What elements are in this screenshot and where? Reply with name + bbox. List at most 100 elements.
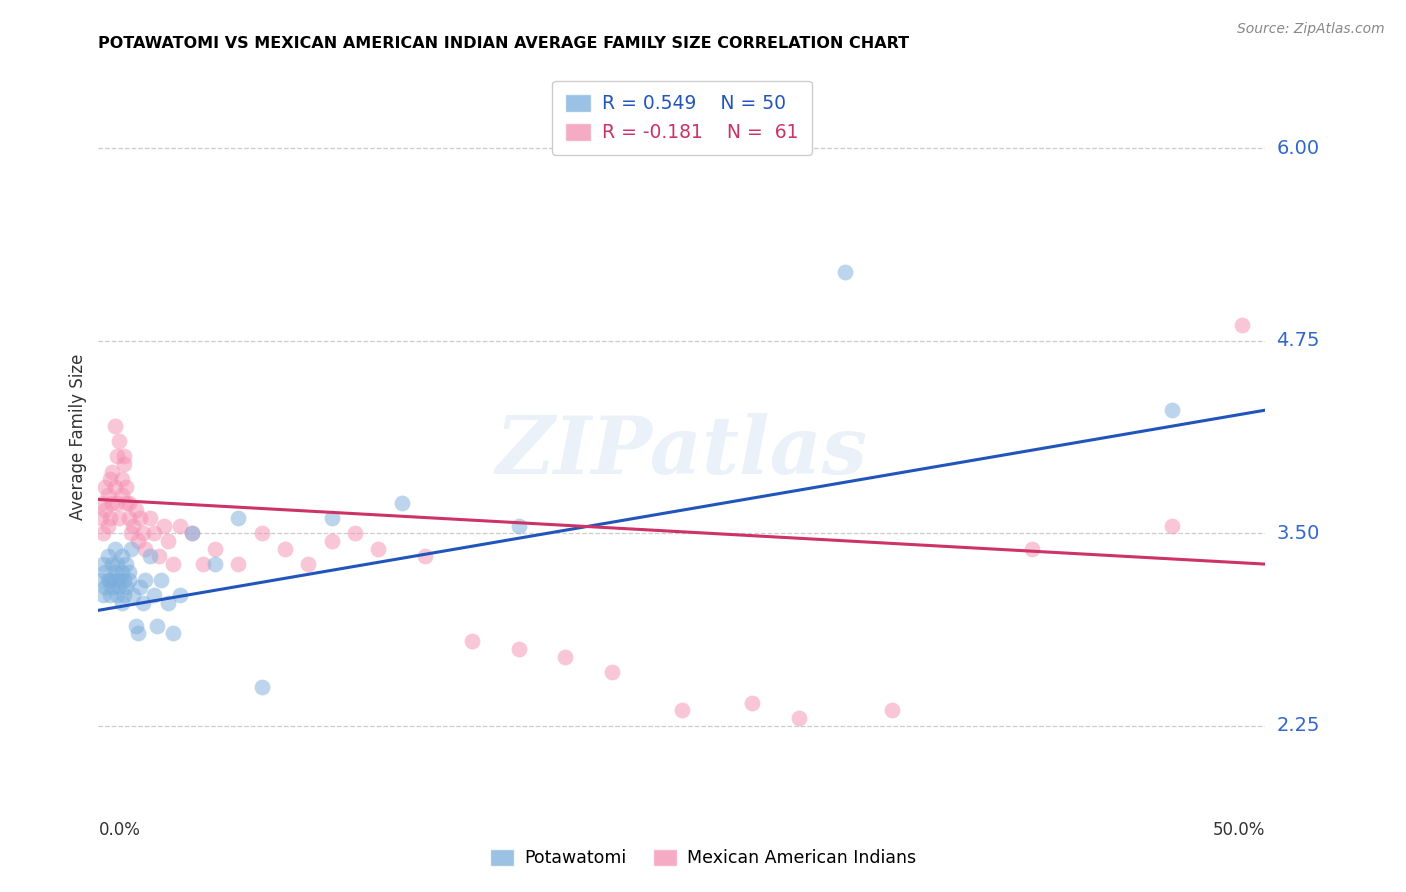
Point [122, 588, 145, 602]
Point [91, 588, 114, 602]
Point [111, 472, 134, 486]
Point [91, 526, 114, 541]
Point [787, 711, 810, 725]
Point [97, 549, 120, 564]
Point [94, 480, 117, 494]
Point [150, 573, 173, 587]
Point [115, 480, 138, 494]
Point [104, 573, 127, 587]
Y-axis label: Average Family Size: Average Family Size [69, 354, 87, 520]
Point [108, 573, 131, 587]
Point [125, 503, 148, 517]
Point [111, 488, 134, 502]
Point [228, 511, 250, 525]
Point [321, 511, 343, 525]
Point [104, 418, 127, 433]
Point [391, 495, 413, 509]
Point [139, 549, 162, 564]
Point [111, 549, 134, 564]
Point [143, 588, 166, 602]
Point [104, 480, 127, 494]
Point [228, 557, 250, 571]
Point [97, 488, 120, 502]
Point [115, 557, 138, 571]
Point [94, 565, 117, 579]
Point [108, 580, 131, 594]
Point [98, 511, 121, 525]
Point [115, 580, 138, 594]
Point [127, 626, 149, 640]
Point [98, 472, 121, 486]
Point [508, 641, 530, 656]
Point [132, 526, 155, 541]
Point [152, 518, 174, 533]
Point [91, 557, 114, 571]
Point [105, 495, 128, 509]
Point [129, 511, 152, 525]
Point [741, 696, 763, 710]
Point [122, 518, 145, 533]
Point [118, 495, 141, 509]
Point [134, 573, 156, 587]
Point [98, 573, 121, 587]
Text: 0.0%: 0.0% [98, 822, 141, 839]
Point [90, 573, 112, 587]
Point [105, 557, 128, 571]
Point [143, 526, 166, 541]
Point [127, 534, 149, 549]
Legend: R = 0.549    N = 50, R = -0.181    N =  61: R = 0.549 N = 50, R = -0.181 N = 61 [551, 81, 813, 155]
Point [94, 580, 117, 594]
Point [250, 526, 273, 541]
Point [94, 503, 117, 517]
Text: ZIPatlas: ZIPatlas [496, 413, 868, 491]
Text: 3.50: 3.50 [1277, 524, 1320, 543]
Point [297, 557, 319, 571]
Point [118, 565, 141, 579]
Point [91, 495, 114, 509]
Text: 50.0%: 50.0% [1213, 822, 1265, 839]
Point [132, 596, 155, 610]
Text: 6.00: 6.00 [1277, 139, 1320, 158]
Point [118, 573, 141, 587]
Point [180, 526, 202, 541]
Text: Source: ZipAtlas.com: Source: ZipAtlas.com [1237, 22, 1385, 37]
Point [600, 665, 623, 679]
Point [129, 580, 152, 594]
Point [554, 649, 576, 664]
Point [146, 618, 169, 632]
Point [1161, 403, 1184, 417]
Point [321, 534, 343, 549]
Point [157, 534, 180, 549]
Point [180, 526, 202, 541]
Point [101, 465, 124, 479]
Point [105, 450, 128, 464]
Point [413, 549, 436, 564]
Text: 2.25: 2.25 [1277, 716, 1320, 735]
Point [120, 526, 142, 541]
Point [112, 573, 135, 587]
Point [112, 588, 135, 602]
Point [344, 526, 367, 541]
Point [834, 264, 856, 278]
Point [97, 573, 120, 587]
Point [108, 434, 131, 448]
Point [108, 511, 131, 525]
Point [880, 703, 903, 717]
Point [204, 541, 226, 556]
Point [162, 557, 184, 571]
Point [134, 541, 156, 556]
Point [461, 634, 484, 648]
Point [274, 541, 297, 556]
Point [1161, 518, 1184, 533]
Point [115, 495, 138, 509]
Point [1230, 318, 1253, 333]
Point [508, 518, 530, 533]
Point [169, 518, 191, 533]
Point [125, 618, 148, 632]
Point [104, 565, 127, 579]
Point [250, 681, 273, 695]
Point [101, 580, 124, 594]
Point [112, 450, 135, 464]
Point [169, 588, 191, 602]
Point [157, 596, 180, 610]
